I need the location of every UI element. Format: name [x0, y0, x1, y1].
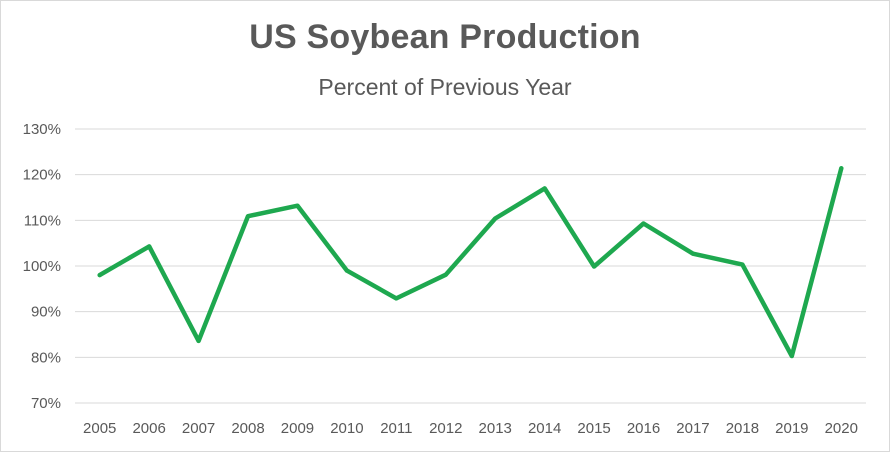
x-axis-ticks: 2005 2006 2007 2008 2009 2010 2011 2012 2013 2014…	[83, 420, 858, 437]
x-tick-label: 2019	[775, 420, 808, 437]
x-tick-label: 2008	[231, 420, 264, 437]
data-point-2008	[246, 214, 251, 219]
y-tick-label: 100%	[23, 258, 61, 275]
data-point-2017	[690, 251, 695, 256]
x-tick-label: 2010	[330, 420, 363, 437]
chart-subtitle: Percent of Previous Year	[318, 74, 572, 100]
x-tick-label: 2013	[479, 420, 512, 437]
x-tick-label: 2016	[627, 420, 660, 437]
series-line	[97, 166, 844, 359]
x-tick-label: 2017	[676, 420, 709, 437]
data-point-2007	[196, 338, 201, 343]
x-tick-label: 2006	[132, 420, 165, 437]
x-tick-label: 2012	[429, 420, 462, 437]
x-tick-label: 2005	[83, 420, 116, 437]
x-tick-label: 2009	[281, 420, 314, 437]
gridlines	[75, 128, 866, 404]
data-point-2010	[344, 268, 349, 273]
chart-title: US Soybean Production	[249, 18, 641, 56]
y-tick-label: 80%	[31, 349, 61, 366]
x-tick-label: 2014	[528, 420, 561, 437]
data-point-2006	[147, 244, 152, 249]
data-point-2015	[592, 264, 597, 269]
data-point-2016	[641, 221, 646, 226]
x-tick-label: 2011	[380, 420, 412, 437]
x-tick-label: 2018	[726, 420, 759, 437]
y-axis-ticks: 70% 80% 90% 100% 110% 120% 130%	[23, 121, 61, 412]
data-point-2014	[542, 186, 547, 191]
data-point-2019	[789, 353, 794, 358]
data-point-2005	[97, 273, 102, 278]
x-tick-label: 2015	[577, 420, 610, 437]
y-tick-label: 70%	[31, 395, 61, 412]
x-tick-label: 2020	[825, 420, 858, 437]
y-tick-label: 90%	[31, 304, 61, 321]
data-point-2012	[443, 272, 448, 277]
x-tick-label: 2007	[182, 420, 215, 437]
data-point-2011	[394, 296, 399, 301]
y-tick-label: 110%	[24, 212, 61, 229]
y-tick-label: 130%	[23, 121, 61, 138]
data-point-2020	[839, 166, 844, 171]
data-point-2013	[493, 216, 498, 221]
series-line-group	[97, 166, 844, 359]
data-point-2009	[295, 203, 300, 208]
data-point-2018	[740, 262, 745, 267]
y-tick-label: 120%	[23, 167, 61, 184]
